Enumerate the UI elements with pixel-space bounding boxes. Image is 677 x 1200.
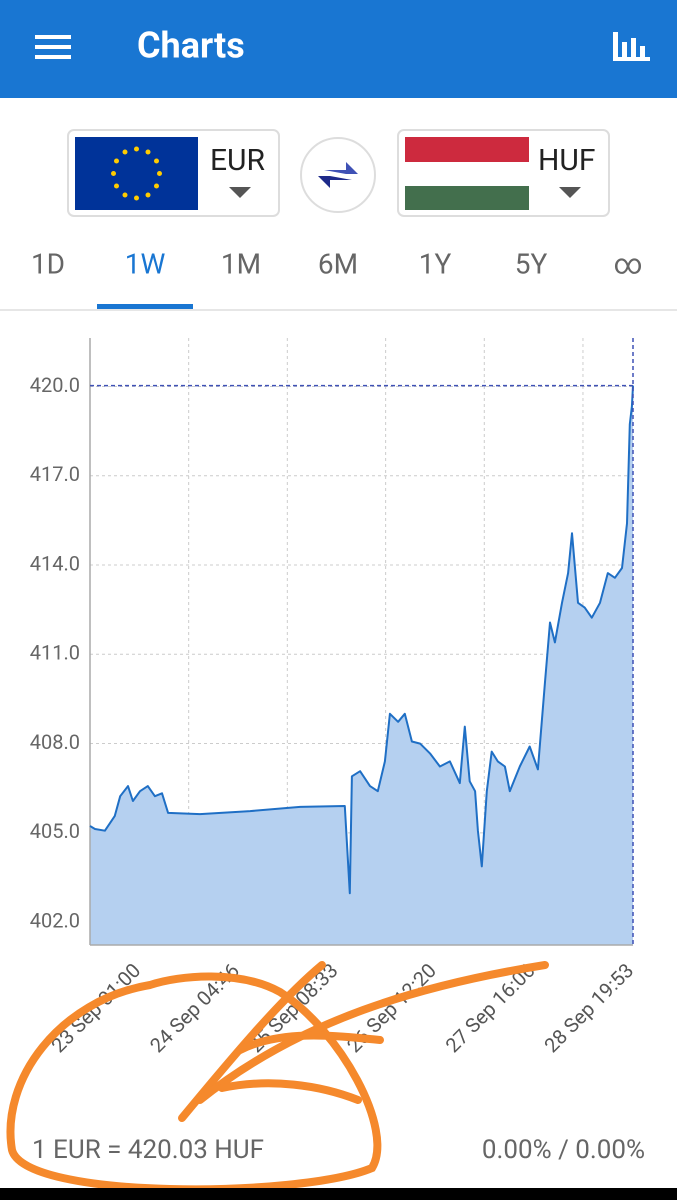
y-tick-label: 417.0 xyxy=(30,462,80,486)
y-tick-label: 405.0 xyxy=(30,819,80,843)
x-tick-label: 28 Sep 19:53 xyxy=(539,958,638,1057)
y-tick-label: 402.0 xyxy=(30,908,80,932)
y-tick-label: 414.0 xyxy=(30,551,80,575)
x-tick-label: 26 Sep 12:20 xyxy=(342,958,441,1057)
y-tick-label: 420.0 xyxy=(30,373,80,397)
nav-bar xyxy=(0,1188,677,1200)
hu-flag-green xyxy=(405,186,529,210)
tab[interactable]: 1W xyxy=(125,247,166,280)
area xyxy=(90,385,633,946)
tab-indicator xyxy=(97,304,193,309)
app-title: Charts xyxy=(137,25,245,67)
from-code: EUR xyxy=(210,143,265,178)
tab[interactable]: 6M xyxy=(318,247,358,280)
menu-button[interactable] xyxy=(35,35,71,59)
y-tick-label: 411.0 xyxy=(30,641,80,665)
tab[interactable]: 1D xyxy=(31,247,65,280)
eu-stars xyxy=(111,146,162,201)
chart-type-button[interactable] xyxy=(613,32,650,61)
scribble xyxy=(6,961,549,1194)
from-currency[interactable]: EUR xyxy=(67,129,280,217)
to-code: HUF xyxy=(538,143,595,178)
change-text: 0.00% / 0.00% xyxy=(482,1135,645,1165)
tab[interactable]: 5Y xyxy=(515,247,548,280)
tab[interactable]: ∞ xyxy=(614,247,643,280)
tab[interactable]: 1M xyxy=(221,247,261,280)
hu-flag-white xyxy=(405,162,529,186)
y-tick-label: 408.0 xyxy=(30,730,80,754)
hu-flag-red xyxy=(405,137,529,162)
line xyxy=(89,385,634,895)
swap-button[interactable] xyxy=(300,137,376,213)
rate-text: 1 EUR = 420.03 HUF xyxy=(32,1135,264,1165)
to-currency[interactable]: HUF xyxy=(397,129,610,217)
app-bar xyxy=(0,0,677,98)
tab[interactable]: 1Y xyxy=(419,247,452,280)
